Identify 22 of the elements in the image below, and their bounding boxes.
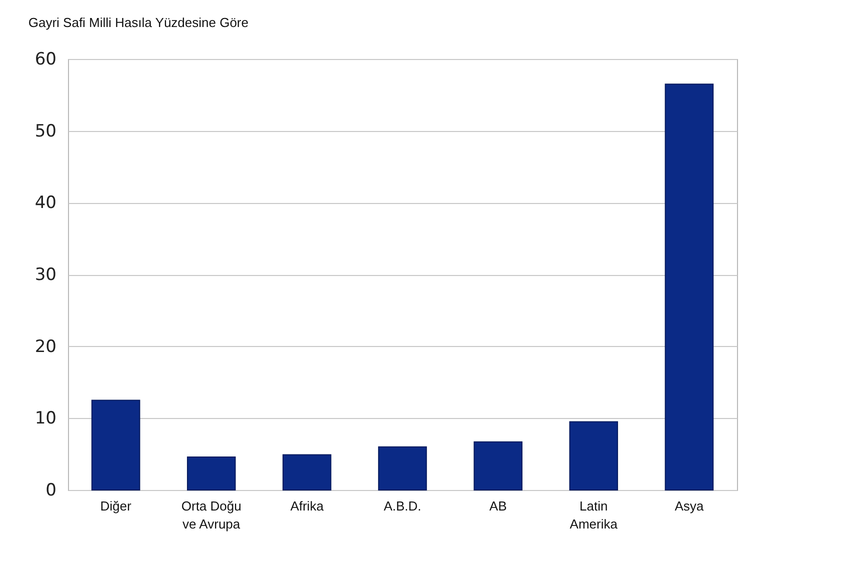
x-tick-label: AB — [489, 498, 507, 514]
bar — [664, 84, 714, 490]
bar — [282, 454, 332, 490]
bar — [378, 446, 427, 490]
y-tick-label: 50 — [34, 121, 56, 142]
y-tick-label: 60 — [34, 50, 56, 70]
y-tick-label: 40 — [34, 193, 56, 214]
chart-title: Gayri Safi Milli Hasıla Yüzdesine Göre — [28, 15, 248, 30]
y-tick-label: 30 — [34, 265, 56, 285]
x-tick-label: Latin Amerika — [570, 498, 618, 532]
bar — [474, 441, 522, 490]
bar — [91, 400, 140, 490]
x-tick-label: Orta Doğu ve Avrupa — [181, 498, 242, 532]
y-tick-label: 10 — [34, 408, 56, 429]
bar — [186, 456, 236, 490]
y-tick-label: 20 — [34, 336, 56, 357]
x-tick-label: Afrika — [290, 498, 324, 514]
bar — [569, 421, 618, 490]
x-tick-label: Diğer — [100, 498, 132, 514]
y-tick-label: 0 — [46, 480, 56, 500]
x-tick-label: A.B.D. — [384, 498, 422, 514]
x-tick-label: Asya — [674, 498, 704, 514]
